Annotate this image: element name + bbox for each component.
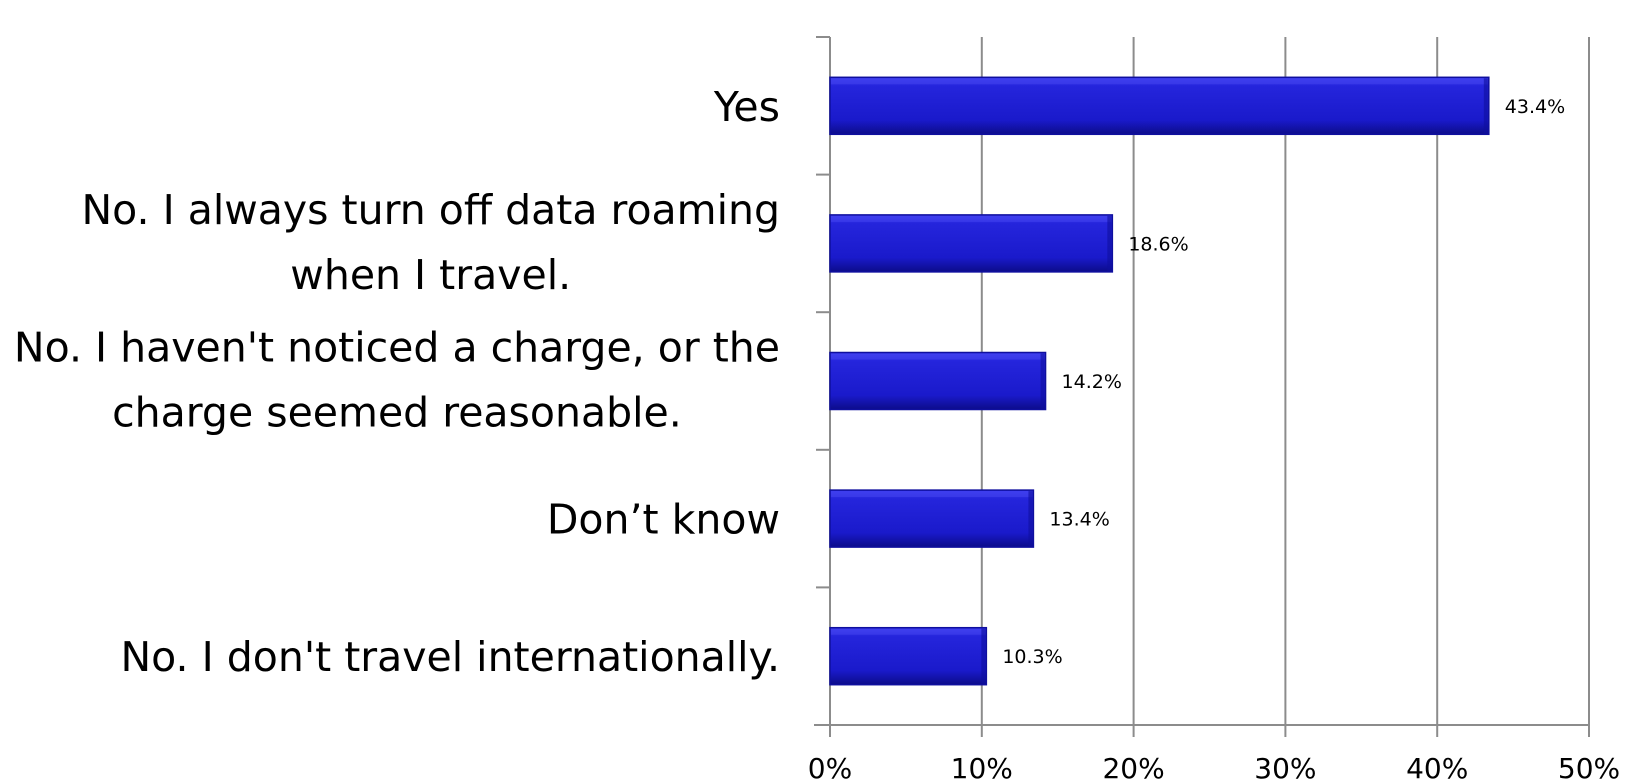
x-tick-label: 40%	[1406, 752, 1468, 784]
bar-highlight	[831, 491, 1033, 498]
x-tick-label: 50%	[1558, 752, 1620, 784]
bar-edge-shade	[1028, 491, 1033, 547]
bar-edge-shade	[1483, 78, 1488, 134]
category-label-line-2: charge seemed reasonable.	[112, 389, 682, 437]
x-tick-label: 30%	[1254, 752, 1316, 784]
category-label: No. I don't travel internationally.	[121, 633, 780, 681]
bar	[829, 76, 1490, 136]
bars	[829, 76, 1490, 686]
category-label: Don’t know	[547, 496, 780, 544]
bar-highlight	[831, 215, 1112, 222]
bar	[829, 351, 1047, 411]
bar-highlight	[831, 78, 1488, 85]
data-label: 13.4%	[1049, 509, 1109, 531]
category-label: Yes	[713, 83, 780, 131]
labels: 0% 10% 20% 30% 40% 50% 43.4% Yes 18.6% No. I alwa…	[14, 83, 1620, 784]
data-label: 18.6%	[1128, 233, 1188, 255]
bar-edge-shade	[1040, 353, 1045, 409]
data-label: 14.2%	[1062, 371, 1122, 393]
bar-highlight	[831, 628, 986, 635]
x-tick-label: 20%	[1102, 752, 1164, 784]
data-label: 43.4%	[1505, 96, 1565, 118]
grid-lines	[980, 37, 1590, 725]
bar-edge-shade	[981, 628, 986, 684]
bar	[829, 626, 988, 686]
bar	[829, 214, 1114, 273]
x-tick-label: 0%	[808, 752, 852, 784]
bar-highlight	[831, 353, 1045, 360]
data-label: 10.3%	[1002, 646, 1062, 668]
bar-edge-shade	[1107, 215, 1112, 271]
category-label-line-2: when I travel.	[290, 251, 571, 299]
category-label: No. I always turn off data roaming	[81, 186, 780, 234]
bar	[829, 489, 1035, 548]
x-tick-label: 10%	[951, 752, 1013, 784]
category-label: No. I haven't noticed a charge, or the	[14, 324, 780, 372]
